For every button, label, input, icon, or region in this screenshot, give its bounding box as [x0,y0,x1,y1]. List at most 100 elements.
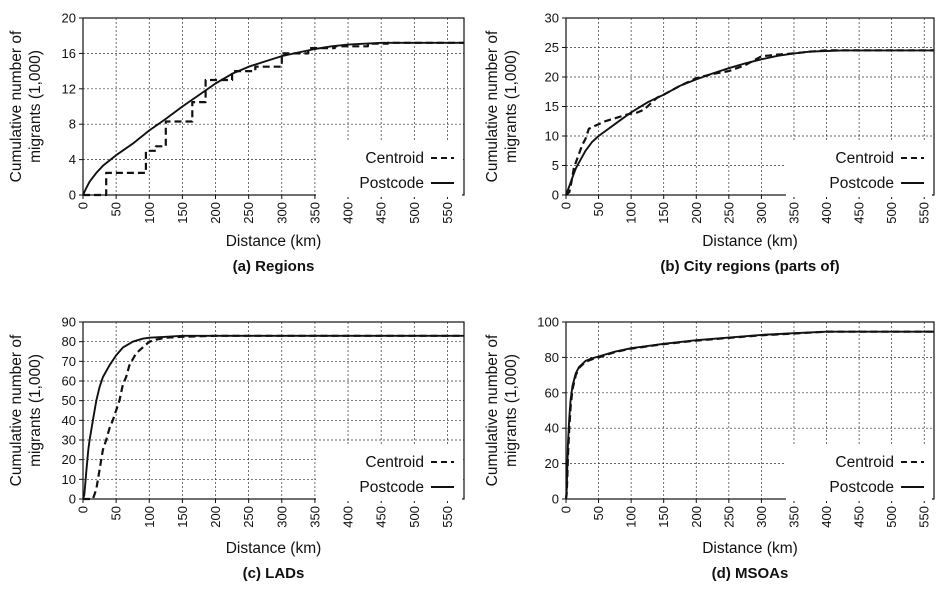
series-line-postcode [565,49,934,196]
y-tick-label: 30 [62,433,76,448]
x-tick-label: 150 [175,202,190,224]
y-tick-label: 80 [62,334,76,349]
x-tick-label: 200 [689,506,704,528]
plot-frame [82,17,465,196]
x-tick-label: 0 [559,202,574,209]
y-axis-label-line-2: migrants (1,000) [503,50,520,163]
legend-background [316,445,462,501]
x-tick-label: 400 [819,202,834,224]
x-tick-label: 350 [307,202,322,224]
panel-caption: (d) MSOAs [712,565,789,582]
x-tick-label: 400 [341,506,356,528]
y-axis-label-line-1: Cumulative number of [484,334,501,486]
x-tick-label: 450 [852,506,867,528]
x-tick-label: 500 [407,202,422,224]
y-tick-label: 20 [62,11,76,26]
x-tick-label: 200 [689,202,704,224]
y-axis-label-line-1: Cumulative number of [8,334,25,486]
x-axis-label: Distance (km) [226,540,322,557]
y-tick-label: 0 [552,492,559,507]
x-tick-label: 250 [241,202,256,224]
series-line-postcode [82,41,464,196]
panel-caption: (a) Regions [233,258,315,275]
x-tick-label: 50 [591,202,606,216]
grid [566,322,934,499]
x-tick-label: 400 [341,202,356,224]
x-tick-label: 450 [374,202,389,224]
x-tick-label: 350 [786,506,801,528]
y-axis-label-line-2: migrants (1,000) [27,50,44,163]
x-tick-label: 200 [208,506,223,528]
x-tick-label: 200 [208,202,223,224]
x-tick-label: 100 [142,202,157,224]
y-tick-label: 20 [545,70,559,85]
legend-label: Postcode [829,175,894,192]
x-axis-label: Distance (km) [226,233,322,250]
plot-frame [82,321,465,500]
x-tick-label: 550 [917,506,932,528]
y-tick-label: 12 [62,81,76,96]
y-tick-label: 10 [545,129,559,144]
x-tick-label: 500 [884,506,899,528]
y-tick-label: 25 [545,40,559,55]
x-tick-label: 500 [884,202,899,224]
legend: Centroid Postcode [316,141,462,197]
y-tick-label: 30 [545,11,559,26]
series-line-centroid [83,41,464,197]
y-tick-label: 50 [62,393,76,408]
legend-background [786,445,932,501]
y-tick-label: 100 [537,315,559,330]
legend: Centroid Postcode [786,141,932,197]
x-tick-label: 100 [624,202,639,224]
x-tick-label: 150 [175,506,190,528]
legend-label: Postcode [829,479,894,496]
x-tick-label: 400 [819,506,834,528]
legend-label: Centroid [835,150,894,167]
y-tick-label: 0 [69,492,76,507]
y-tick-label: 40 [62,413,76,428]
chart-panel-4: 0 20 40 60 80 100 0 50 100 150 200 250 300 350 400 450 5… [484,315,935,582]
series-line-postcode [565,330,934,500]
x-tick-label: 450 [374,506,389,528]
x-tick-label: 300 [754,506,769,528]
x-tick-label: 50 [109,202,124,216]
y-axis-label-line-1: Cumulative number of [8,30,25,182]
y-tick-label: 5 [552,158,559,173]
panel-caption: (c) LADs [243,565,305,582]
grid [83,18,464,195]
x-tick-label: 250 [241,506,256,528]
y-axis-label-line-2: migrants (1,000) [27,354,44,467]
legend: Centroid Postcode [786,445,932,501]
x-tick-label: 250 [721,202,736,224]
y-tick-label: 60 [62,374,76,389]
y-tick-label: 20 [545,456,559,471]
legend-label: Centroid [835,454,894,471]
x-tick-label: 250 [721,506,736,528]
y-tick-label: 0 [552,188,559,203]
legend-label: Postcode [359,175,424,192]
legend-background [316,141,462,197]
x-tick-label: 50 [591,506,606,520]
x-tick-label: 300 [754,202,769,224]
y-tick-label: 20 [62,452,76,467]
x-tick-label: 350 [307,506,322,528]
x-tick-label: 100 [142,506,157,528]
y-tick-label: 8 [69,117,76,132]
panel-caption: (b) City regions (parts of) [660,258,839,275]
series-line-postcode [82,334,464,500]
x-tick-label: 550 [917,202,932,224]
x-tick-label: 0 [76,506,91,513]
x-tick-label: 100 [624,506,639,528]
x-axis-label: Distance (km) [702,540,798,557]
legend-background [786,141,932,197]
y-tick-label: 80 [545,350,559,365]
legend: Centroid Postcode [316,445,462,501]
x-tick-label: 50 [109,506,124,520]
x-tick-label: 0 [559,506,574,513]
x-tick-label: 300 [274,506,289,528]
legend-label: Postcode [359,479,424,496]
y-axis-label-line-1: Cumulative number of [484,30,501,182]
x-axis-label: Distance (km) [702,233,798,250]
